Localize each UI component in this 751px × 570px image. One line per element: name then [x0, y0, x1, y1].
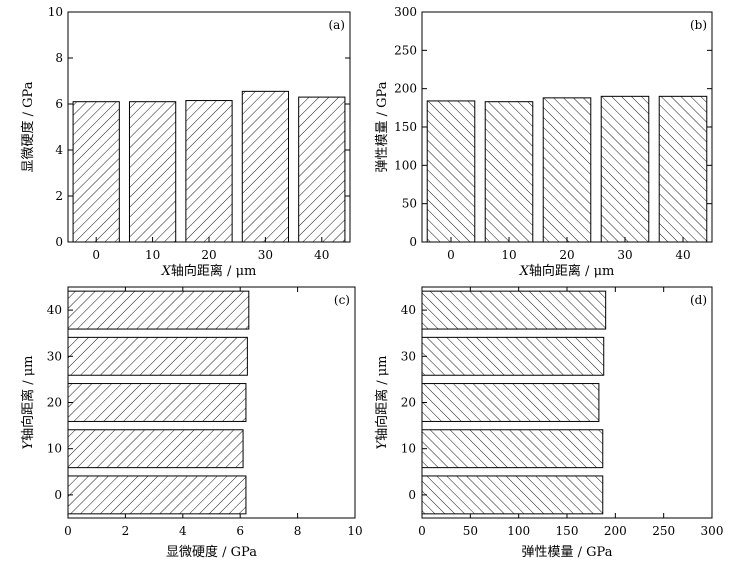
- x-tick-label: 30: [617, 248, 632, 262]
- y-tick-label: 0: [54, 488, 62, 502]
- bar-30: [421, 336, 605, 376]
- panel-label: (c): [334, 293, 350, 307]
- y-tick-label: 100: [394, 158, 417, 172]
- x-tick-label: 0: [447, 248, 455, 262]
- bar-0: [421, 475, 604, 515]
- x-tick-label: 50: [463, 524, 478, 538]
- x-tick-label: 0: [92, 248, 100, 262]
- bar-20: [67, 383, 247, 422]
- bar-40: [658, 95, 708, 243]
- panel-label: (b): [690, 18, 707, 32]
- y-axis-title: Y轴向距离 / μm: [20, 355, 36, 449]
- x-tick-label: 10: [347, 524, 362, 538]
- y-tick-label: 0: [409, 235, 417, 249]
- y-axis-title: 弹性模量 / GPa: [375, 81, 390, 172]
- x-tick-label: 100: [507, 524, 530, 538]
- y-tick-label: 2: [55, 189, 63, 203]
- y-tick-label: 250: [394, 43, 417, 57]
- bar-20: [185, 100, 233, 243]
- x-axis-title: 弹性模量 / GPa: [522, 545, 613, 560]
- y-tick-label: 0: [408, 488, 416, 502]
- x-tick-label: 250: [652, 524, 675, 538]
- bar-0: [67, 475, 247, 515]
- x-axis-title: X轴向距离 / μm: [161, 263, 257, 279]
- panel-label: (d): [690, 293, 707, 307]
- y-tick-label: 10: [48, 5, 63, 19]
- bar-10: [128, 101, 177, 243]
- y-tick-label: 40: [47, 303, 62, 317]
- x-tick-label: 8: [294, 524, 302, 538]
- y-tick-label: 150: [394, 120, 417, 134]
- bar-0: [426, 100, 476, 243]
- chart-panel-1: (a) 0 2 4 6 8 10 0 10 20 30 40 X轴向距离 / μm 显微硬度 / GPa: [20, 5, 351, 279]
- y-tick-label: 10: [47, 442, 62, 456]
- y-tick-label: 20: [47, 396, 62, 410]
- bar-40: [421, 290, 607, 330]
- y-tick-label: 20: [401, 396, 416, 410]
- x-tick-label: 20: [559, 248, 574, 262]
- x-tick-label: 300: [701, 524, 724, 538]
- y-tick-label: 4: [55, 143, 63, 157]
- y-tick-label: 300: [394, 5, 417, 19]
- y-tick-label: 6: [55, 97, 63, 111]
- chart-panel-4: (d) 0 50 100 150 200 250 300 0 10 20 30 40 弹性模量 / GPa…: [374, 286, 724, 560]
- bar-10: [421, 429, 604, 469]
- bar-30: [67, 336, 248, 376]
- x-tick-label: 10: [145, 248, 160, 262]
- bar-30: [241, 90, 290, 243]
- bar-20: [421, 383, 600, 422]
- bar-40: [67, 290, 250, 330]
- x-tick-label: 6: [236, 524, 244, 538]
- x-tick-label: 10: [501, 248, 516, 262]
- y-tick-label: 0: [55, 235, 63, 249]
- y-tick-label: 8: [55, 51, 63, 65]
- y-tick-label: 10: [401, 442, 416, 456]
- x-tick-label: 20: [201, 248, 216, 262]
- x-tick-label: 150: [556, 524, 579, 538]
- x-tick-label: 0: [64, 524, 72, 538]
- x-tick-label: 30: [258, 248, 273, 262]
- bar-10: [67, 429, 244, 469]
- bar-10: [484, 101, 534, 243]
- y-tick-label: 50: [402, 197, 417, 211]
- y-tick-label: 30: [401, 349, 416, 363]
- bar-20: [542, 97, 592, 243]
- x-tick-label: 40: [314, 248, 329, 262]
- bar-0: [72, 101, 120, 243]
- x-axis-title: X轴向距离 / μm: [519, 263, 615, 279]
- x-tick-label: 0: [418, 524, 426, 538]
- panel-label: (a): [328, 18, 345, 32]
- bar-30: [600, 95, 650, 243]
- x-tick-label: 2: [122, 524, 130, 538]
- bar-40: [298, 96, 346, 243]
- chart-panel-2: (b) 0 50 100 150 200 250 300 0 10 20 30 40 X轴向距离 / μm…: [375, 5, 713, 279]
- y-tick-label: 40: [401, 303, 416, 317]
- y-axis-title: 显微硬度 / GPa: [20, 81, 36, 172]
- x-axis-title: 显微硬度 / GPa: [166, 544, 257, 560]
- y-tick-label: 200: [394, 82, 417, 96]
- y-tick-label: 30: [47, 349, 62, 363]
- chart-panel-3: (c) 0 2 4 6 8 10 0 10 20 30 40 显微硬度 / GPa Y轴向距离 / μm: [20, 286, 363, 560]
- x-tick-label: 4: [179, 524, 187, 538]
- x-tick-label: 40: [675, 248, 690, 262]
- x-tick-label: 200: [604, 524, 627, 538]
- y-axis-title: Y轴向距离 / μm: [374, 355, 390, 449]
